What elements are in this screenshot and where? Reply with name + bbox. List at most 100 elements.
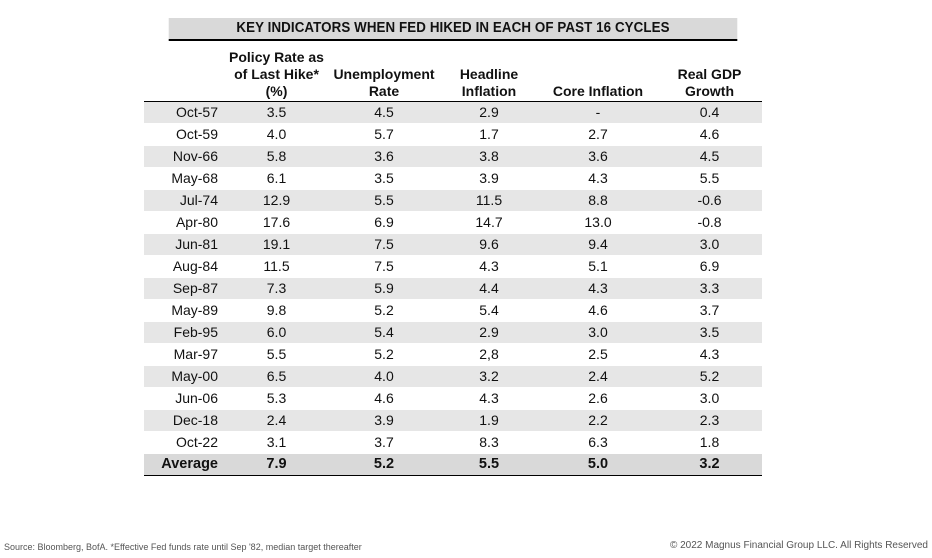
table-cell: 6.9 bbox=[657, 255, 762, 278]
column-header: Unemployment Rate bbox=[329, 41, 439, 102]
table-cell: 3.1 bbox=[224, 431, 329, 454]
row-label: Jul-74 bbox=[144, 189, 224, 212]
table-cell: 2.2 bbox=[539, 409, 657, 432]
table-cell: 4.5 bbox=[329, 101, 439, 124]
table-cell: 4.6 bbox=[329, 387, 439, 410]
average-cell: 7.9 bbox=[224, 452, 329, 476]
table-cell: 5.1 bbox=[539, 255, 657, 278]
table-cell: 3.5 bbox=[224, 101, 329, 124]
table-header-row: Policy Rate as of Last Hike* (%) Unemployme… bbox=[144, 41, 762, 102]
source-note: Source: Bloomberg, BofA. *Effective Fed … bbox=[4, 542, 362, 552]
table-cell: 9.4 bbox=[539, 233, 657, 256]
table-cell: 5.7 bbox=[329, 123, 439, 146]
table-cell: 3.5 bbox=[329, 167, 439, 190]
table-cell: 6.3 bbox=[539, 431, 657, 454]
table-cell: 2.4 bbox=[224, 409, 329, 432]
column-header: Real GDP Growth bbox=[657, 41, 762, 102]
table-cell: 4.3 bbox=[439, 255, 539, 278]
table-cell: 5.8 bbox=[224, 145, 329, 168]
table-cell: 7.3 bbox=[224, 277, 329, 300]
table-cell: 6.0 bbox=[224, 321, 329, 344]
column-header-line: Growth bbox=[685, 82, 734, 99]
table-cell: 5.4 bbox=[329, 321, 439, 344]
row-label: Apr-80 bbox=[144, 211, 224, 234]
table-cell: 3.0 bbox=[539, 321, 657, 344]
table-row: May-68 6.1 3.5 3.9 4.3 5.5 bbox=[144, 167, 762, 190]
table-body: Oct-57 3.5 4.5 2.9-0.4 Oct-59 4.0 5.7 1.7 2.7 4.6… bbox=[144, 101, 762, 476]
table-cell: 2,8 bbox=[439, 343, 539, 366]
table-cell: 5.2 bbox=[329, 343, 439, 366]
column-header-line: of Last Hike* bbox=[234, 65, 319, 82]
table-cell: 4.0 bbox=[329, 365, 439, 388]
table-cell: 3.9 bbox=[329, 409, 439, 432]
average-label: Average bbox=[144, 452, 224, 476]
row-label: Jun-06 bbox=[144, 387, 224, 410]
table-row: Dec-18 2.4 3.9 1.9 2.2 2.3 bbox=[144, 409, 762, 432]
table-row: Nov-66 5.8 3.6 3.8 3.6 4.5 bbox=[144, 145, 762, 168]
table-cell: 11.5 bbox=[224, 255, 329, 278]
table-cell: 3.7 bbox=[329, 431, 439, 454]
table-cell: 2.9 bbox=[439, 321, 539, 344]
table-cell: 1.8 bbox=[657, 431, 762, 454]
table-cell: 8.8 bbox=[539, 189, 657, 212]
table-cell: 4.6 bbox=[657, 123, 762, 146]
column-header-line: Policy Rate as bbox=[229, 48, 324, 65]
column-header-line: Real GDP bbox=[677, 65, 742, 82]
table-cell: 14.7 bbox=[439, 211, 539, 234]
table-cell: 5.2 bbox=[657, 365, 762, 388]
column-header: Policy Rate as of Last Hike* (%) bbox=[224, 41, 329, 102]
average-cell: 5.0 bbox=[539, 452, 657, 476]
table-cell: 4.3 bbox=[539, 277, 657, 300]
column-header-line: (%) bbox=[265, 82, 288, 99]
table-cell: 2.6 bbox=[539, 387, 657, 410]
table-cell: 8.3 bbox=[439, 431, 539, 454]
table-cell: 3.2 bbox=[439, 365, 539, 388]
table-row: Feb-95 6.0 5.4 2.9 3.0 3.5 bbox=[144, 321, 762, 344]
table-row: Jun-06 5.3 4.6 4.3 2.6 3.0 bbox=[144, 387, 762, 410]
table-cell: 3.6 bbox=[329, 145, 439, 168]
row-label: Oct-22 bbox=[144, 431, 224, 454]
row-label: Feb-95 bbox=[144, 321, 224, 344]
table-row: Oct-22 3.1 3.7 8.3 6.3 1.8 bbox=[144, 431, 762, 454]
table-cell: 4.6 bbox=[539, 299, 657, 322]
row-label: Sep-87 bbox=[144, 277, 224, 300]
average-cell: 5.2 bbox=[329, 452, 439, 476]
table-cell: 4.4 bbox=[439, 277, 539, 300]
table-cell: 1.7 bbox=[439, 123, 539, 146]
column-header: Headline Inflation bbox=[439, 41, 539, 102]
table-cell: 3.5 bbox=[657, 321, 762, 344]
table-cell: 12.9 bbox=[224, 189, 329, 212]
table-cell: 5.4 bbox=[439, 299, 539, 322]
row-label: Oct-59 bbox=[144, 123, 224, 146]
table-cell: 4.0 bbox=[224, 123, 329, 146]
table-cell: 6.5 bbox=[224, 365, 329, 388]
table-cell: -0.8 bbox=[657, 211, 762, 234]
column-header-line: Unemployment bbox=[333, 65, 435, 82]
table-row: Sep-87 7.3 5.9 4.4 4.3 3.3 bbox=[144, 277, 762, 300]
table-cell: 5.2 bbox=[329, 299, 439, 322]
column-header-line: Rate bbox=[368, 82, 400, 99]
table-cell: 3.7 bbox=[657, 299, 762, 322]
table-cell: 7.5 bbox=[329, 255, 439, 278]
row-label: Dec-18 bbox=[144, 409, 224, 432]
table-cell: 3.0 bbox=[657, 387, 762, 410]
table-cell: 3.6 bbox=[539, 145, 657, 168]
table-cell: - bbox=[539, 101, 657, 124]
table-cell: 4.3 bbox=[539, 167, 657, 190]
copyright-note: © 2022 Magnus Financial Group LLC. All R… bbox=[669, 540, 928, 551]
table-cell: 2.5 bbox=[539, 343, 657, 366]
table-cell: 4.5 bbox=[657, 145, 762, 168]
table-cell: 7.5 bbox=[329, 233, 439, 256]
table-cell: 5.5 bbox=[657, 167, 762, 190]
table-cell: 9.6 bbox=[439, 233, 539, 256]
row-label: Oct-57 bbox=[144, 101, 224, 124]
table-cell: 0.4 bbox=[657, 101, 762, 124]
table-cell: 2.3 bbox=[657, 409, 762, 432]
row-label: Aug-84 bbox=[144, 255, 224, 278]
column-header-line: Core Inflation bbox=[552, 82, 644, 99]
table-cell: 3.3 bbox=[657, 277, 762, 300]
table-cell: 5.3 bbox=[224, 387, 329, 410]
column-header-line: Headline bbox=[459, 65, 519, 82]
table-cell: -0.6 bbox=[657, 189, 762, 212]
table-cell: 3.8 bbox=[439, 145, 539, 168]
